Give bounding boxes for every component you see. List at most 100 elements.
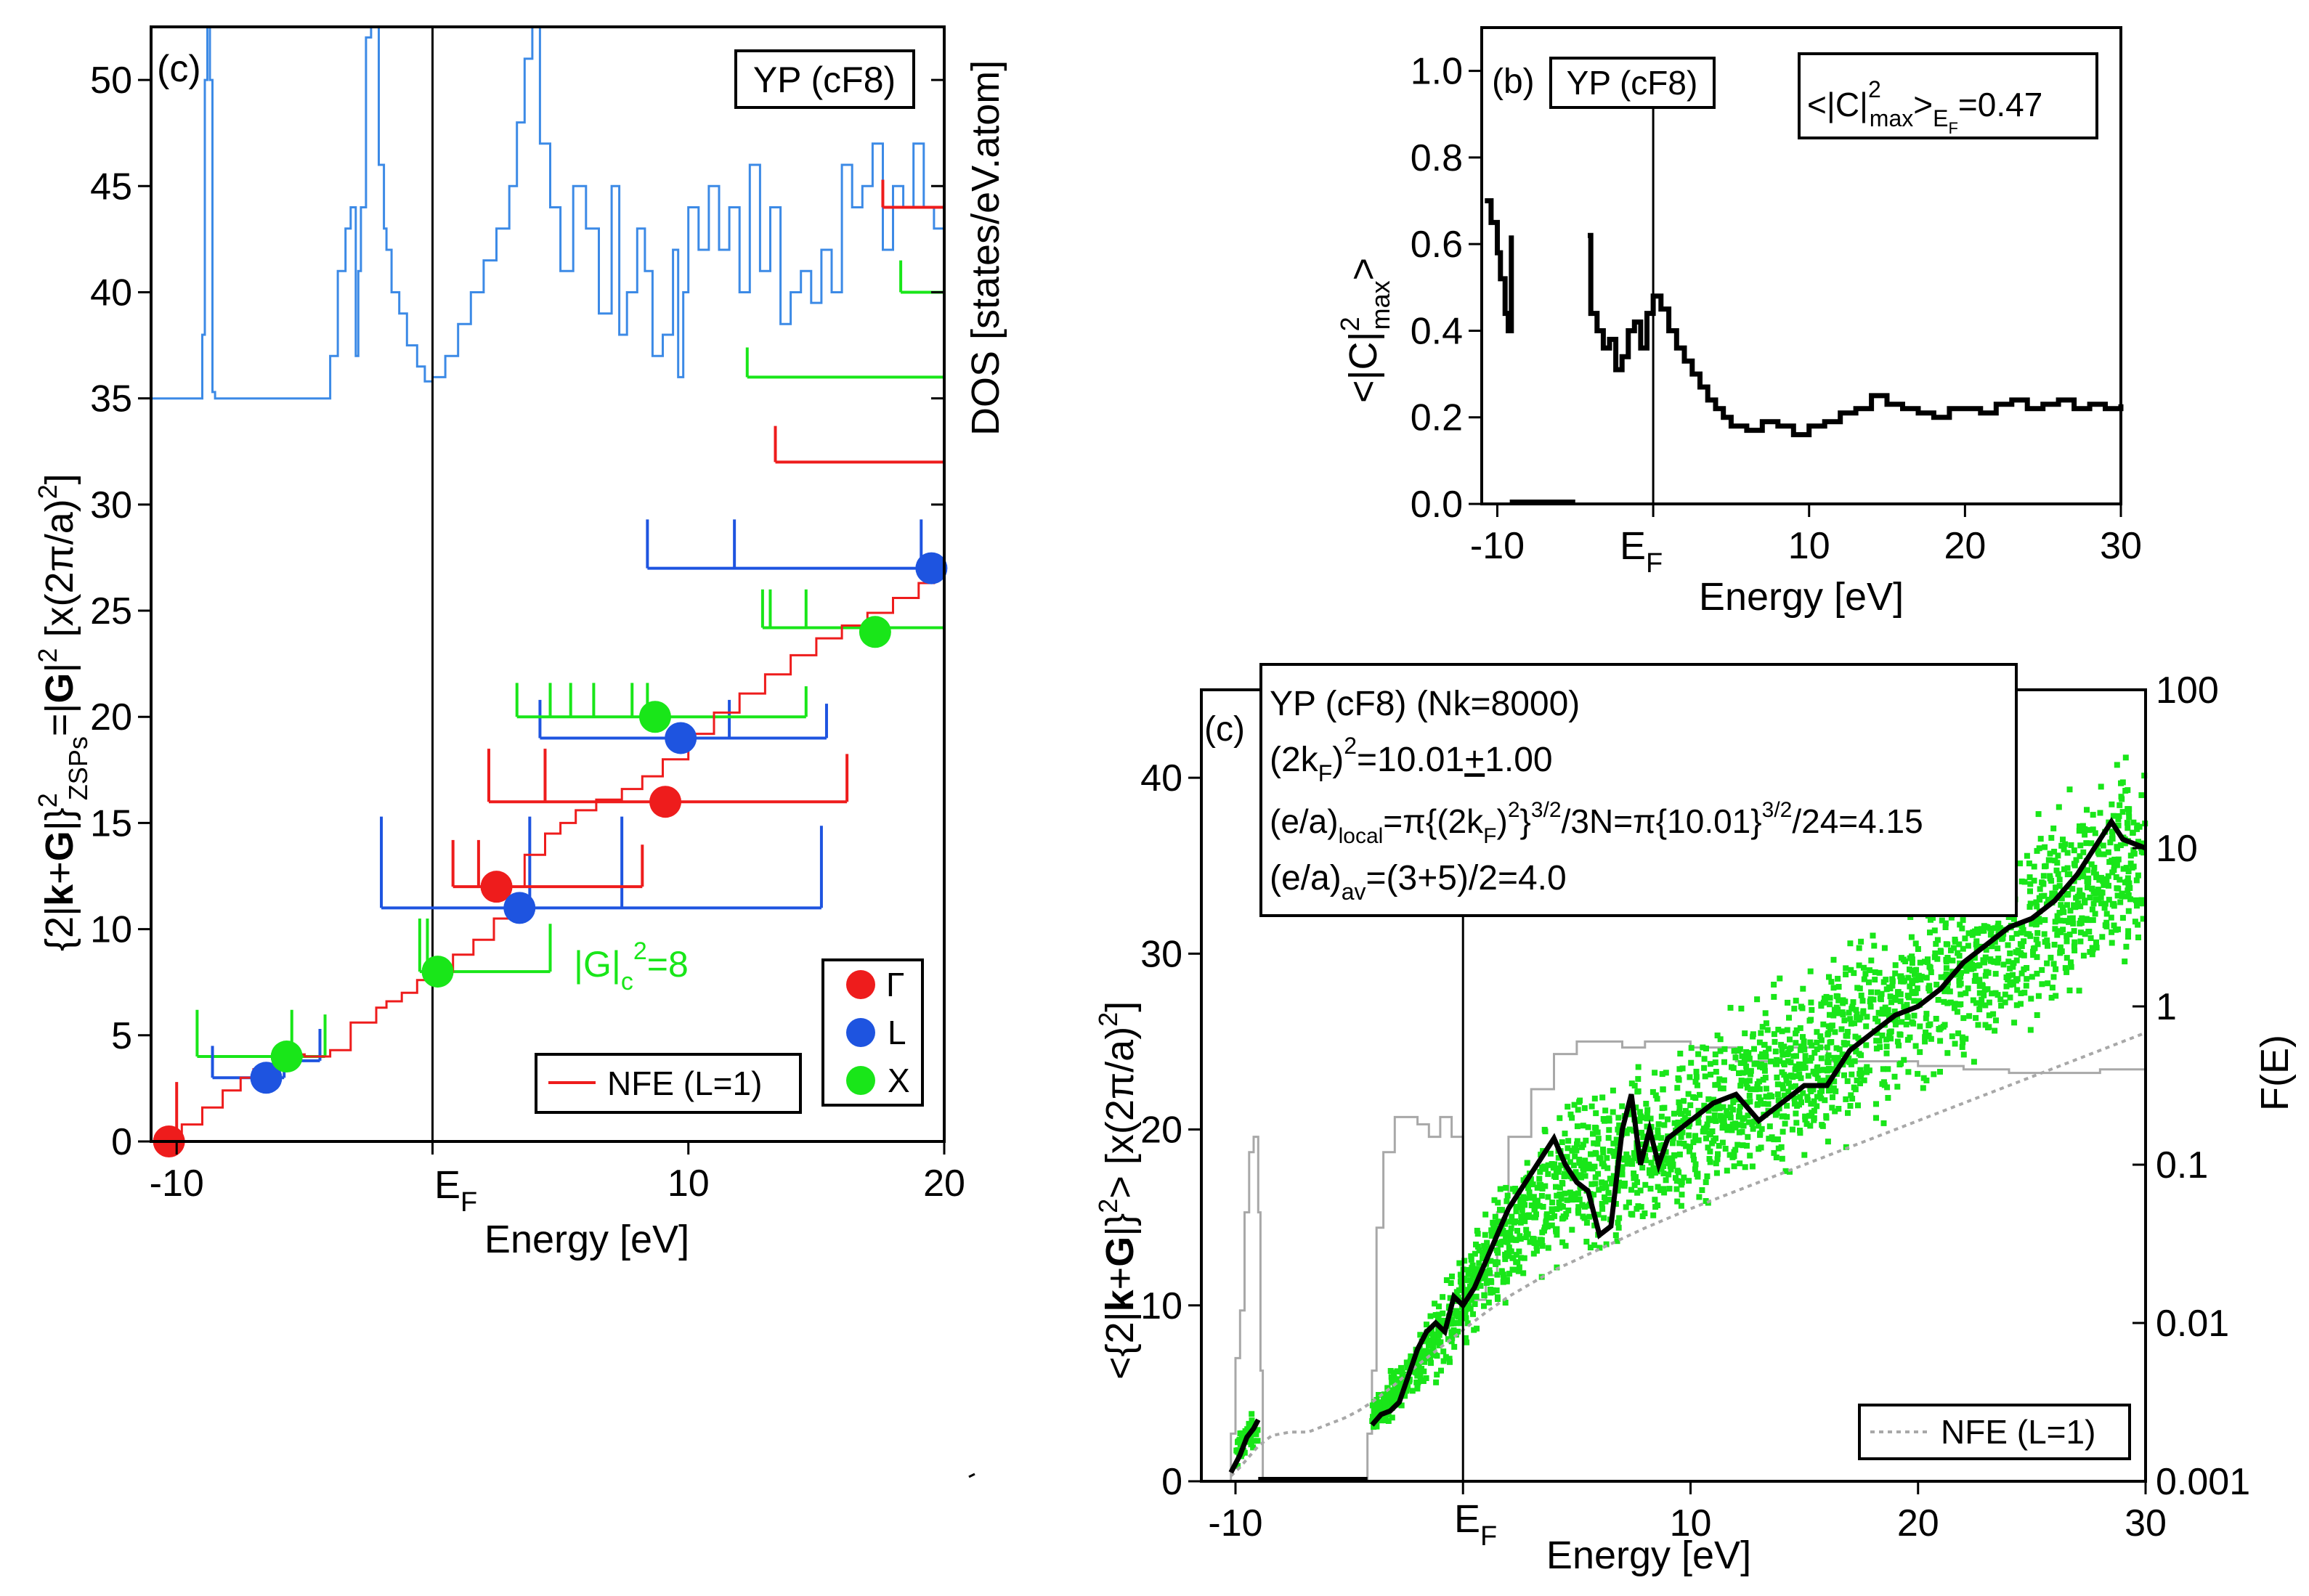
scatter-point [1782,1120,1788,1127]
left-y-axis-label: {2|k+G|}2ZSPs=|G|2 [x(2π/a)2] [33,473,93,951]
scatter-point [1694,1082,1700,1088]
scatter-point [2098,783,2104,790]
scatter-point [2114,862,2120,868]
top-right-annotation-box: <|C|2 max>EF=0.47 [1798,52,2098,139]
scatter-point [1504,1192,1511,1199]
scatter-point [1858,1074,1864,1080]
bottom-right-ytick-label: 10 [1140,1285,1182,1327]
scatter-point [1763,1086,1769,1092]
scatter-point [1488,1258,1494,1264]
scatter-point [1705,1115,1712,1122]
scatter-point [1660,1170,1667,1177]
scatter-point [1804,1094,1811,1100]
scatter-point [1425,1337,1432,1343]
scatter-point [1771,993,1777,1000]
scatter-point [1818,1055,1825,1062]
scatter-point [1692,1133,1699,1139]
scatter-point [2103,923,2110,929]
scatter-point [1934,937,1941,943]
scatter-point [2026,903,2033,910]
scatter-point [1892,970,1899,977]
scatter-point [2064,955,2070,961]
scatter-point [1550,1165,1557,1171]
left-x-axis-label: Energy [eV] [484,1218,689,1261]
scatter-point [1874,1030,1880,1036]
scatter-point [1854,985,1861,991]
bottom-right-legend-frame [1858,1404,2131,1460]
scatter-point [1700,1044,1706,1051]
scatter-point [1443,1277,1450,1283]
scatter-point [1440,1358,1447,1364]
scatter-point [1703,1179,1709,1186]
scatter-point [1759,1024,1766,1030]
scatter-point [1832,1029,1838,1035]
scatter-point [1658,1135,1665,1141]
scatter-point [2026,874,2033,881]
scatter-point [1705,1096,1712,1102]
scatter-point [1851,970,1857,977]
scatter-point [2086,827,2093,834]
scatter-point [1660,1186,1667,1192]
scatter-point [1565,1145,1571,1152]
top-right-title: YP (cF8) [1567,64,1698,102]
scatter-point [1736,1111,1742,1117]
scatter-point [1674,1085,1681,1091]
scatter-point [2057,944,2064,950]
scatter-point [2106,882,2111,889]
scatter-point [1943,971,1949,977]
scatter-point [1448,1280,1454,1286]
scatter-point [1885,1066,1891,1072]
scatter-point [1809,1042,1815,1049]
scatter-point [1833,1088,1839,1094]
scatter-point [1851,1020,1858,1027]
scatter-point [1786,1014,1792,1021]
scatter-point [1669,1156,1676,1163]
scatter-point [1793,1040,1799,1046]
scatter-point [1520,1270,1527,1277]
top-right-ticks: -10 10 20 300.00.20.40.60.81.0 [1411,51,2142,567]
scatter-point [2068,842,2074,848]
scatter-point [2040,873,2047,879]
scatter-point [2005,942,2011,948]
scatter-point [1806,1112,1813,1119]
scatter-point [1835,997,1842,1003]
scatter-point [1744,1099,1750,1106]
scatter-point [1982,1002,1989,1009]
scatter-point [1939,917,1945,924]
scatter-point [1744,1142,1750,1149]
scatter-point [1576,1196,1583,1202]
scatter-point [2021,879,2028,885]
scatter-point [1748,1086,1753,1093]
scatter-point [1948,947,1954,953]
scatter-point [2090,826,2096,833]
scatter-point [1451,1343,1458,1350]
scatter-point [1623,1204,1629,1210]
scatter-point [2064,938,2070,945]
scatter-point [2125,908,2132,914]
scatter-point [1687,1102,1694,1109]
scatter-point [1472,1250,1478,1257]
scatter-point [1986,999,1992,1006]
scatter-point [2071,943,2077,950]
scatter-point [1793,1027,1800,1033]
legend-label-gamma: Γ [886,966,904,1003]
scatter-point [1997,996,2004,1003]
scatter-point [1435,1338,1442,1345]
scatter-point [1746,1078,1753,1084]
scatter-point [2070,920,2077,927]
scatter-point [1922,1034,1928,1041]
scatter-point [1639,1129,1645,1136]
left-title-frame [734,49,915,109]
scatter-point [1925,959,1931,966]
scatter-point [1652,1197,1658,1203]
scatter-point [1992,1027,1998,1034]
scatter-point [1843,965,1849,972]
zsp-point [915,552,948,585]
scatter-point [1639,1165,1646,1170]
scatter-point [1643,1101,1649,1107]
scatter-point [2045,857,2052,863]
scatter-point [1847,940,1854,947]
scatter-point [1556,1165,1562,1172]
scatter-point [1712,1082,1718,1088]
scatter-point [1502,1251,1509,1258]
